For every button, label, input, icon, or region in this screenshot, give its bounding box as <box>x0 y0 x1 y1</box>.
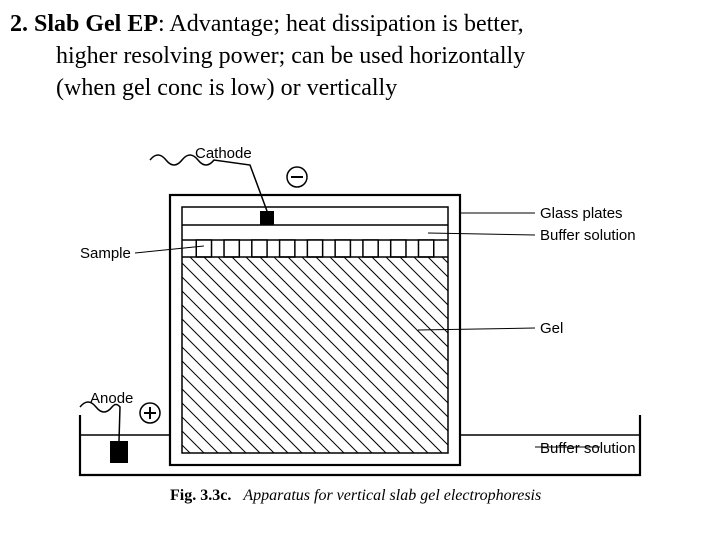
figure-caption-text: Apparatus for vertical slab gel electrop… <box>243 487 541 504</box>
figure-number: Fig. 3.3c. <box>170 487 231 504</box>
label-buffer-lower: Buffer solution <box>540 440 636 457</box>
label-glass-plates: Glass plates <box>540 205 623 222</box>
heading-line2: higher resolving power; can be used hori… <box>56 40 525 72</box>
heading-line3: (when gel conc is low) or vertically <box>56 72 397 104</box>
label-buffer-upper: Buffer solution <box>540 227 636 244</box>
label-anode: Anode <box>90 390 133 407</box>
label-sample: Sample <box>80 245 131 262</box>
diagram-svg <box>50 145 670 515</box>
heading-number: 2. <box>10 11 28 37</box>
figure-caption: Fig. 3.3c. Apparatus for vertical slab ge… <box>170 487 541 505</box>
heading-title: Slab Gel EP <box>34 11 158 37</box>
label-cathode: Cathode <box>195 145 252 162</box>
diagram: Cathode Anode Sample Glass plates Buffer… <box>50 145 670 515</box>
label-gel: Gel <box>540 320 563 337</box>
heading-line1-rest: : Advantage; heat dissipation is better, <box>158 11 524 37</box>
